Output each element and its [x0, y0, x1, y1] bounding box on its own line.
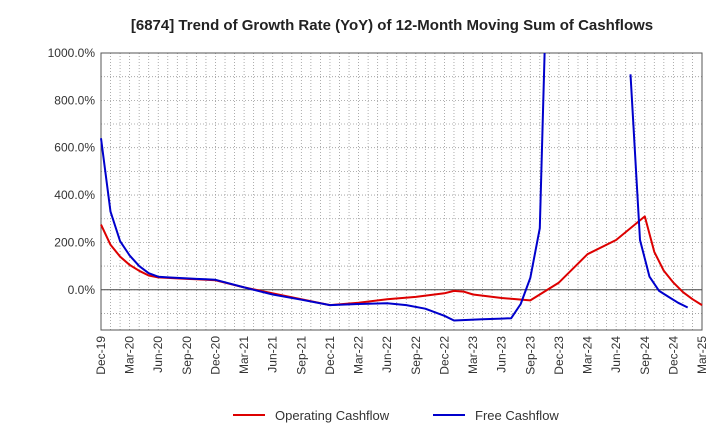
- x-tick-label: Sep-22: [409, 336, 423, 375]
- x-tick-labels: Dec-19 Mar-20 Jun-20 Sep-20 Dec-20 Mar-21 Jun-…: [94, 336, 709, 375]
- x-tick-label: Mar-22: [352, 336, 366, 374]
- chart-title: [6874] Trend of Growth Rate (YoY) of 12-…: [131, 17, 653, 34]
- x-tick-label: Mar-25: [695, 336, 709, 374]
- x-tick-label: Mar-21: [237, 336, 251, 374]
- x-tick-label: Sep-20: [180, 336, 194, 375]
- x-tick-label: Jun-24: [609, 336, 623, 373]
- legend-label: Operating Cashflow: [275, 408, 390, 423]
- x-tick-label: Dec-21: [323, 336, 337, 375]
- x-tick-label: Dec-23: [552, 336, 566, 375]
- y-tick-label: 400.0%: [54, 188, 95, 202]
- x-tick-label: Mar-20: [123, 336, 137, 374]
- plot-area: [101, 53, 702, 330]
- series-line-1: [100, 52, 546, 322]
- x-tick-label: Mar-24: [581, 336, 595, 374]
- y-tick-labels: 0.0% 200.0% 400.0% 600.0% 800.0% 1000.0%: [48, 46, 96, 297]
- y-tick-label: 1000.0%: [48, 46, 96, 60]
- plot-frame: [100, 52, 703, 331]
- legend-label: Free Cashflow: [475, 408, 559, 423]
- x-tick-label: Mar-23: [466, 336, 480, 374]
- x-tick-label: Jun-22: [380, 336, 394, 373]
- x-tick-label: Jun-23: [495, 336, 509, 373]
- y-tick-label: 0.0%: [68, 283, 96, 297]
- y-tick-label: 200.0%: [54, 235, 95, 249]
- y-tick-label: 800.0%: [54, 93, 95, 107]
- x-tick-label: Jun-20: [151, 336, 165, 373]
- legend: Operating Cashflow Free Cashflow: [233, 408, 559, 423]
- x-tick-label: Dec-24: [666, 336, 680, 375]
- x-tick-label: Sep-23: [523, 336, 537, 375]
- series-layer: [100, 52, 703, 322]
- grid-lines: [100, 52, 703, 330]
- y-tick-label: 600.0%: [54, 141, 95, 155]
- x-tick-label: Sep-24: [638, 336, 652, 375]
- x-tick-label: Jun-21: [266, 336, 280, 373]
- x-tick-label: Dec-19: [94, 336, 108, 375]
- series-line-2: [629, 74, 689, 309]
- x-tick-label: Sep-21: [294, 336, 308, 375]
- x-tick-label: Dec-22: [437, 336, 451, 375]
- x-tick-label: Dec-20: [208, 336, 222, 375]
- axes: [100, 52, 703, 331]
